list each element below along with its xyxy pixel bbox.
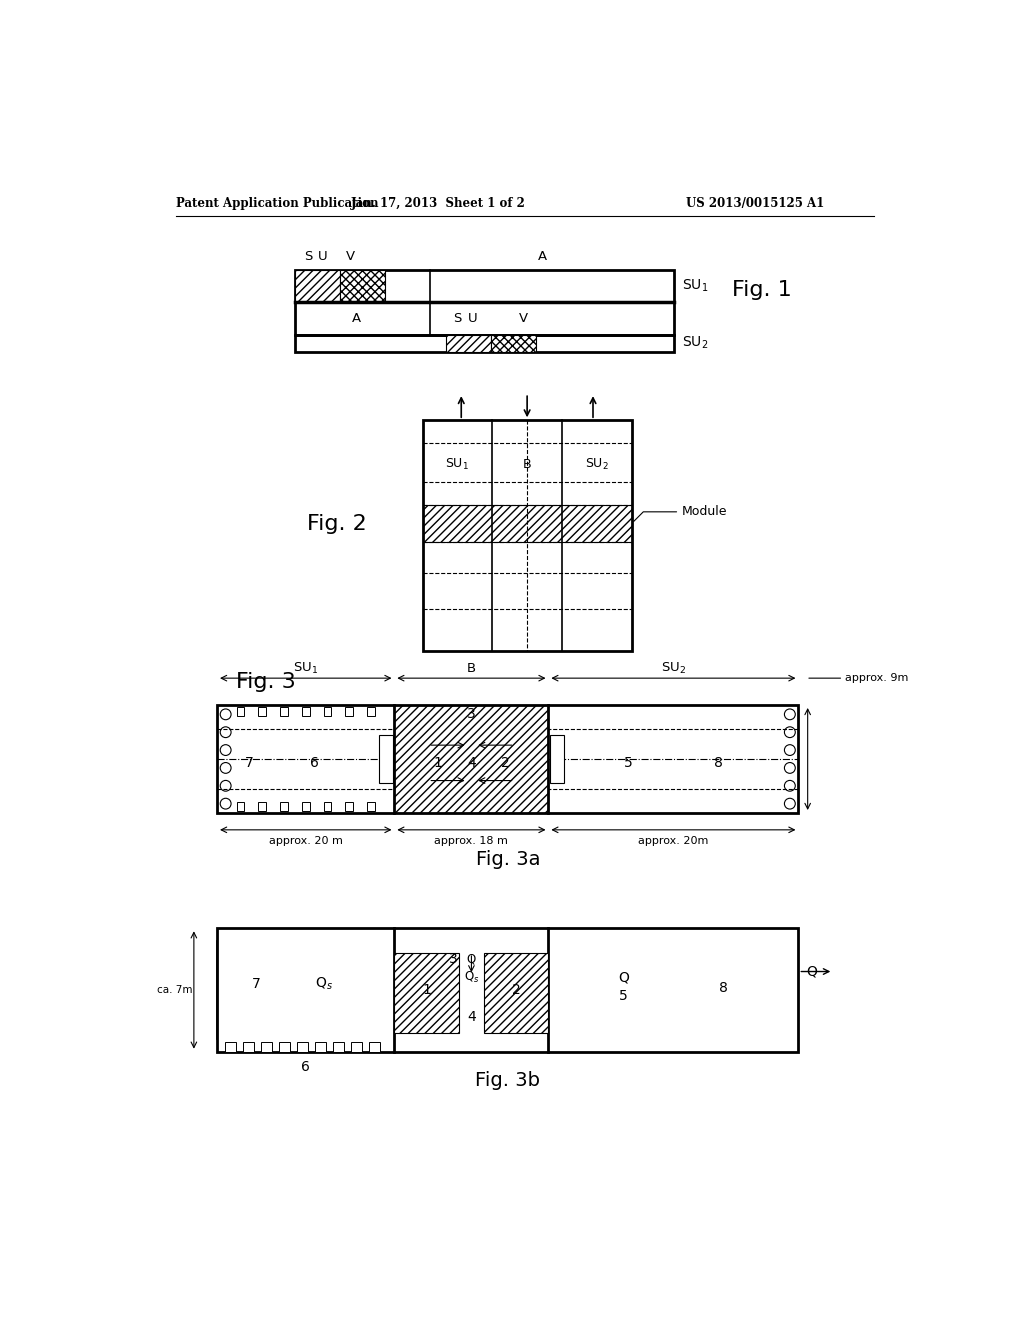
Bar	[368, 706, 375, 715]
Bar	[340, 271, 385, 302]
Text: B: B	[467, 661, 476, 675]
Bar	[279, 1043, 290, 1052]
Text: 4: 4	[467, 756, 476, 770]
Text: 5: 5	[620, 989, 628, 1003]
Text: 3: 3	[467, 708, 476, 721]
Text: SU$_1$: SU$_1$	[682, 279, 709, 294]
Text: 6: 6	[310, 756, 319, 770]
Bar	[345, 706, 353, 715]
Text: B: B	[523, 458, 531, 471]
Text: SU$_2$: SU$_2$	[660, 660, 686, 676]
Text: approx. 9m: approx. 9m	[845, 673, 908, 684]
Text: S: S	[304, 249, 312, 263]
Text: U: U	[468, 312, 477, 325]
Bar	[243, 1043, 254, 1052]
Bar	[379, 735, 393, 783]
Bar	[217, 928, 799, 1052]
Text: ca. 7m: ca. 7m	[157, 985, 193, 995]
Bar	[237, 706, 245, 715]
Text: V: V	[519, 312, 527, 325]
Bar	[368, 803, 375, 812]
Text: Fig. 3b: Fig. 3b	[475, 1072, 541, 1090]
Text: Patent Application Publication: Patent Application Publication	[176, 197, 379, 210]
Text: 1: 1	[422, 983, 431, 997]
Bar	[314, 1043, 326, 1052]
Bar	[394, 705, 549, 813]
Bar	[324, 706, 332, 715]
Text: approx. 18 m: approx. 18 m	[434, 836, 508, 846]
Text: 1: 1	[433, 756, 442, 770]
Bar	[324, 803, 332, 812]
Text: 6: 6	[301, 1060, 310, 1074]
Bar	[423, 420, 632, 651]
Text: 3: 3	[449, 952, 458, 966]
Text: S: S	[454, 312, 462, 325]
Text: 4: 4	[467, 1010, 476, 1024]
Bar	[281, 706, 288, 715]
Text: 8: 8	[719, 981, 728, 994]
Bar	[369, 1043, 380, 1052]
Text: Fig. 2: Fig. 2	[307, 515, 368, 535]
Text: approx. 20 m: approx. 20 m	[269, 836, 343, 846]
Bar	[217, 705, 799, 813]
Bar	[258, 803, 266, 812]
Bar	[261, 1043, 271, 1052]
Bar	[295, 271, 675, 302]
Bar	[550, 735, 564, 783]
Bar	[295, 271, 340, 302]
Text: U: U	[317, 249, 328, 263]
Text: A: A	[538, 249, 547, 263]
Bar	[423, 506, 632, 543]
Bar	[297, 1043, 307, 1052]
Text: Q: Q	[806, 965, 817, 978]
Bar	[225, 1043, 236, 1052]
Text: Module: Module	[634, 506, 728, 521]
Text: Q: Q	[617, 970, 629, 985]
Bar	[350, 1043, 361, 1052]
Bar	[490, 335, 536, 351]
Bar	[302, 706, 309, 715]
Bar	[281, 803, 288, 812]
Text: 7: 7	[245, 756, 253, 770]
Text: 2: 2	[512, 983, 520, 997]
Bar	[295, 302, 675, 335]
Text: A: A	[352, 312, 361, 325]
Bar	[333, 1043, 344, 1052]
Bar	[483, 953, 549, 1034]
Text: Q$_s$: Q$_s$	[464, 970, 479, 985]
Bar	[345, 803, 353, 812]
Bar	[258, 706, 266, 715]
Text: Jan. 17, 2013  Sheet 1 of 2: Jan. 17, 2013 Sheet 1 of 2	[350, 197, 525, 210]
Text: US 2013/0015125 A1: US 2013/0015125 A1	[686, 197, 824, 210]
Text: SU$_2$: SU$_2$	[585, 457, 608, 473]
Text: SU$_1$: SU$_1$	[293, 660, 318, 676]
Bar	[394, 953, 459, 1034]
Text: Q$_s$: Q$_s$	[314, 975, 333, 993]
Text: Q: Q	[467, 953, 476, 966]
Text: approx. 20m: approx. 20m	[638, 836, 709, 846]
Bar	[302, 803, 309, 812]
Text: Fig. 3: Fig. 3	[237, 672, 296, 692]
Text: Fig. 1: Fig. 1	[732, 280, 793, 300]
Text: V: V	[346, 249, 355, 263]
Text: SU$_2$: SU$_2$	[682, 335, 709, 351]
Text: 5: 5	[624, 756, 633, 770]
Text: SU$_1$: SU$_1$	[445, 457, 469, 473]
Bar	[295, 335, 675, 351]
Text: 7: 7	[252, 977, 260, 991]
Text: 8: 8	[714, 756, 723, 770]
Bar	[237, 803, 245, 812]
Text: Fig. 3a: Fig. 3a	[475, 850, 540, 869]
Bar	[445, 335, 490, 351]
Text: 2: 2	[501, 756, 510, 770]
